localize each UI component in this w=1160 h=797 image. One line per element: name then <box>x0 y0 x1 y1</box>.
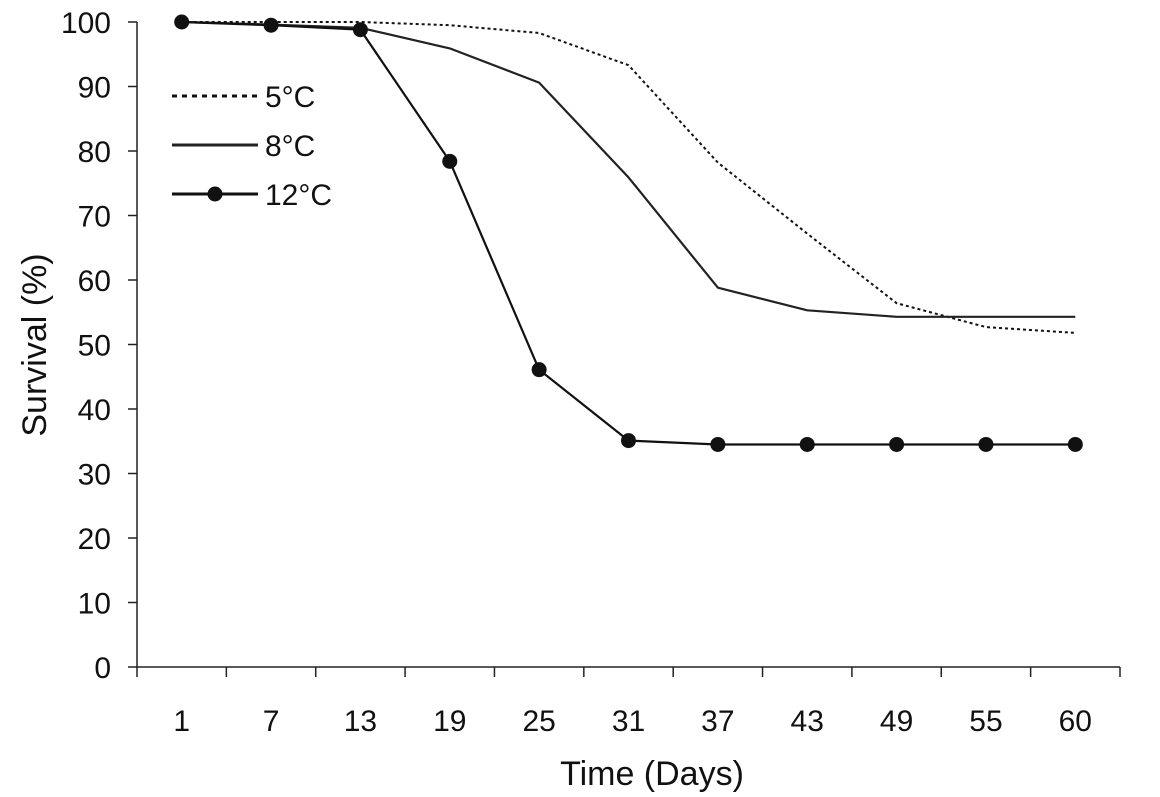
x-tick-label: 7 <box>263 705 280 738</box>
data-point-12C <box>889 436 905 452</box>
legend: 5°C 8°C 12°C <box>172 81 332 212</box>
y-tick-label: 100 <box>61 7 111 40</box>
data-point-12C <box>710 436 726 452</box>
y-tick-label: 90 <box>78 72 111 105</box>
data-point-12C <box>352 22 368 38</box>
series-line-12°C <box>181 20 1076 446</box>
data-point-12C <box>978 436 994 452</box>
x-tick-label: 55 <box>969 705 1002 738</box>
y-axis-title: Survival (%) <box>16 253 54 436</box>
x-ticks: 1 7 13 19 25 31 37 43 49 55 60 <box>136 667 1121 738</box>
y-tick-label: 80 <box>78 136 111 169</box>
legend-label: 5°C <box>265 81 315 114</box>
x-tick-label: 43 <box>791 705 824 738</box>
y-tick-label: 60 <box>78 265 111 298</box>
data-point-12C <box>1067 436 1083 452</box>
x-tick-label: 37 <box>701 705 734 738</box>
x-tick-label: 60 <box>1059 705 1092 738</box>
series-line-5°C <box>181 21 1076 334</box>
axes <box>136 22 1120 668</box>
y-tick-label: 30 <box>78 459 111 492</box>
legend-label: 12°C <box>265 179 332 212</box>
x-tick-label: 31 <box>612 705 645 738</box>
series-line-8°C <box>181 20 1076 318</box>
legend-label: 8°C <box>265 130 315 163</box>
y-tick-label: 20 <box>78 523 111 556</box>
data-point-12C <box>531 362 547 378</box>
y-tick-label: 10 <box>78 588 111 621</box>
data-point-12C <box>174 14 190 30</box>
y-tick-label: 70 <box>78 201 111 234</box>
data-point-12C <box>263 17 279 33</box>
x-tick-label: 49 <box>880 705 913 738</box>
y-tick-label: 0 <box>94 652 111 685</box>
data-point-12C <box>799 436 815 452</box>
x-tick-label: 13 <box>344 705 377 738</box>
y-tick-label: 40 <box>78 394 111 427</box>
x-tick-label: 1 <box>173 705 190 738</box>
y-tick-label: 50 <box>78 330 111 363</box>
x-tick-label: 25 <box>522 705 555 738</box>
legend-marker <box>207 186 223 202</box>
x-axis-title: Time (Days) <box>560 755 744 793</box>
x-tick-label: 19 <box>433 705 466 738</box>
series-layer <box>174 14 1083 452</box>
y-ticks: 0 10 20 30 40 50 60 70 80 90 100 <box>61 7 137 685</box>
data-point-12C <box>621 433 636 449</box>
data-point-12C <box>442 153 458 169</box>
